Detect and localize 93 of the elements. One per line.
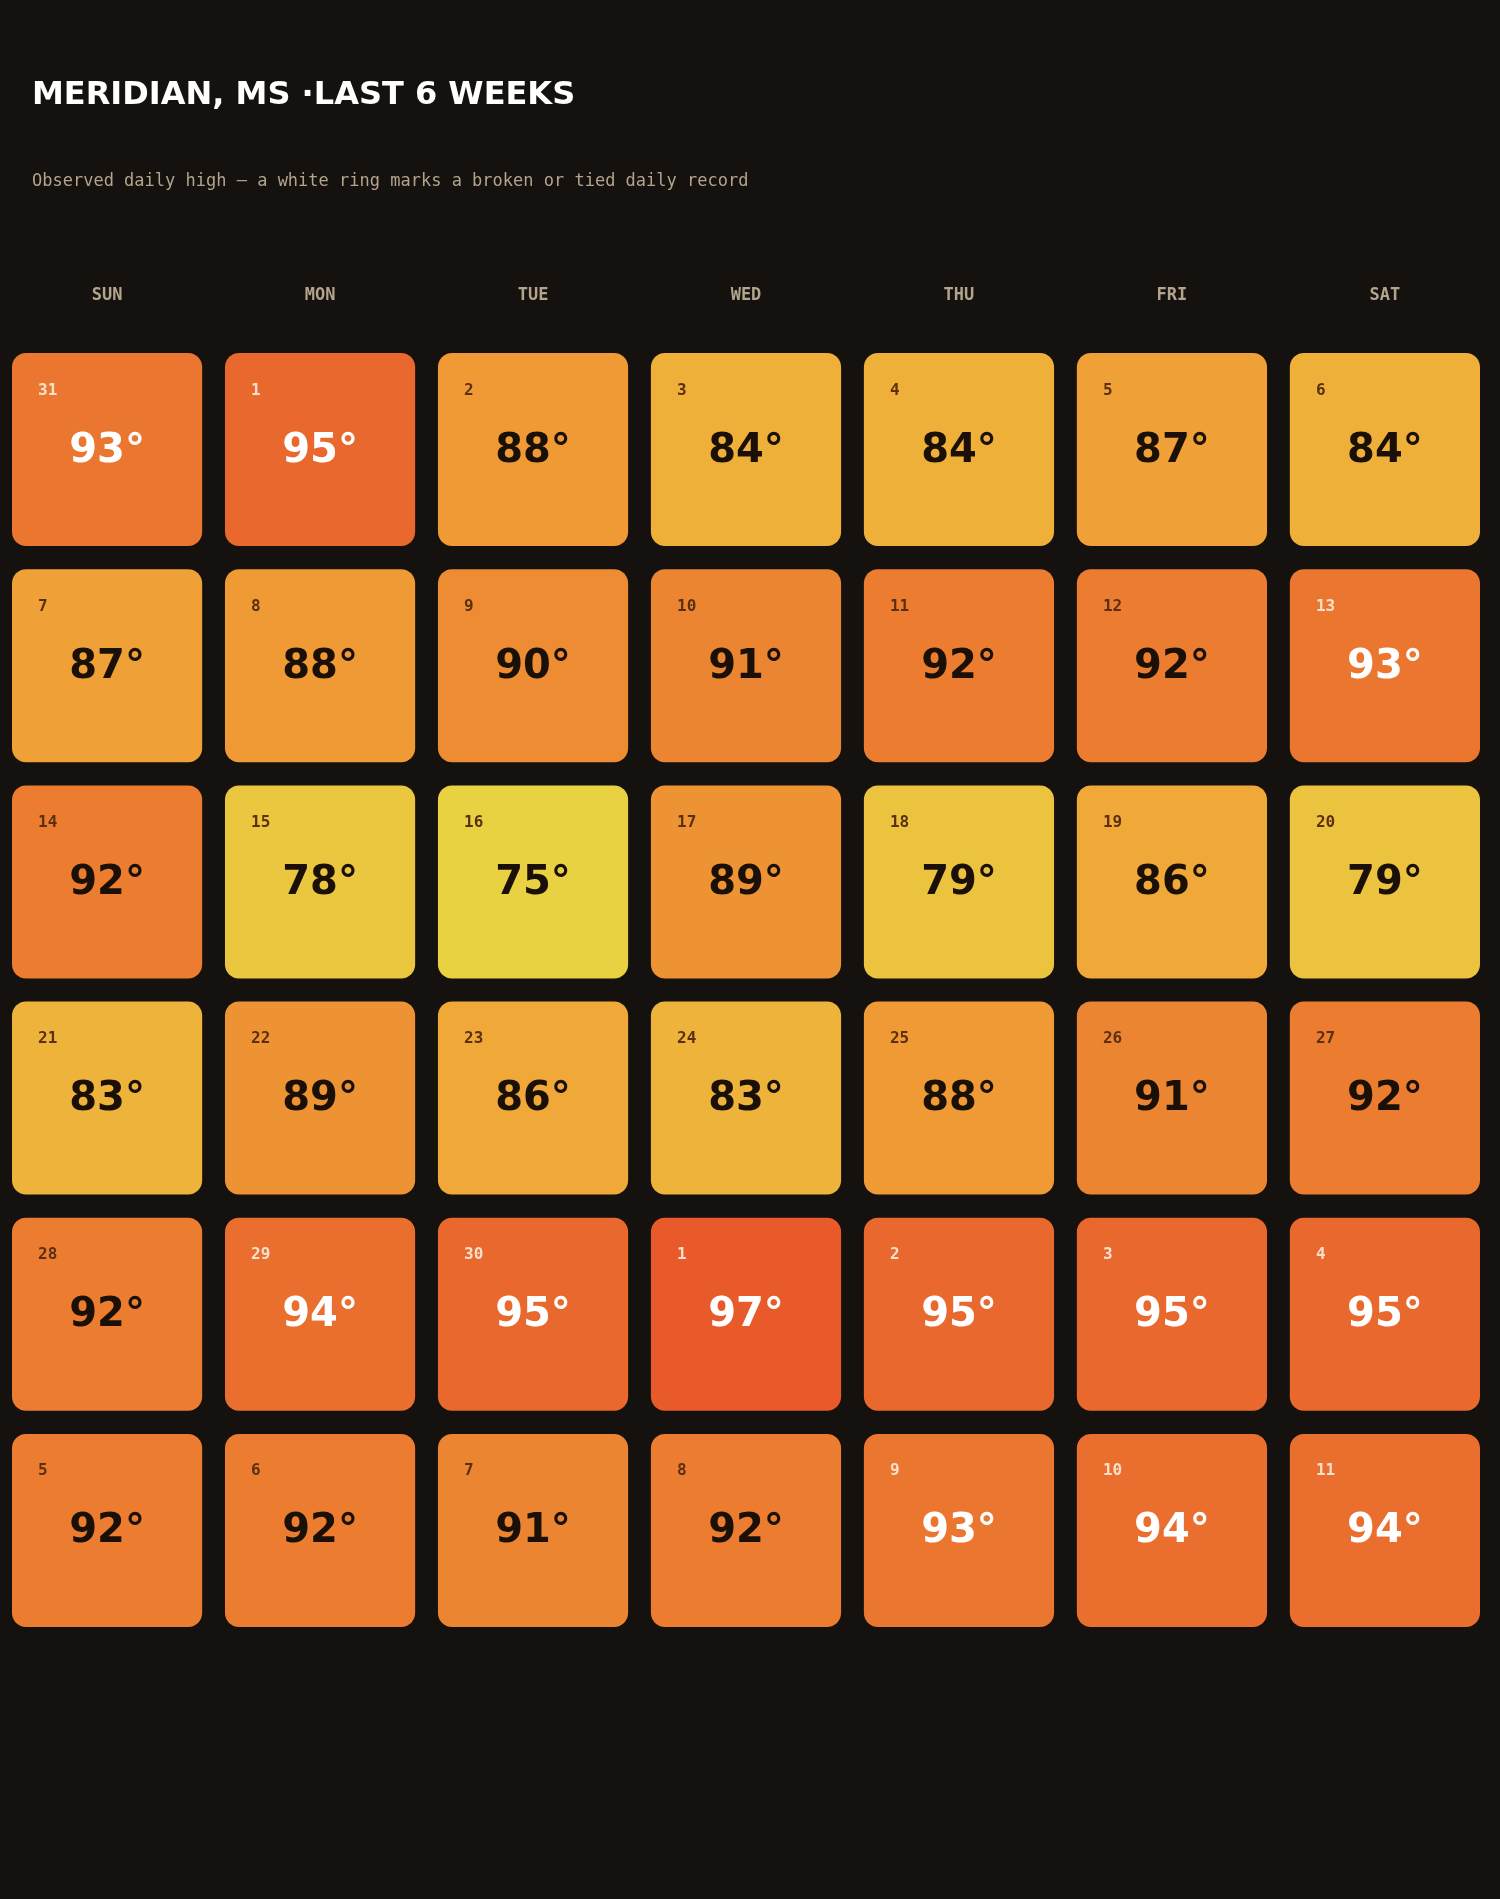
data-label: 86° — [1134, 856, 1210, 903]
data-label: 88° — [495, 424, 571, 471]
annotation: 6 — [251, 1460, 261, 1480]
annotation: 18 — [889, 811, 910, 831]
annotation: 21 — [38, 1028, 58, 1048]
annotation: 25 — [889, 1028, 910, 1048]
data-label: 91° — [708, 640, 784, 687]
annotation: 22 — [251, 1028, 271, 1048]
data-label: 83° — [69, 1073, 145, 1120]
annotation: 15 — [251, 811, 271, 831]
annotation: 17 — [677, 811, 697, 831]
x-tick-label: WED — [730, 283, 762, 304]
data-label: 95° — [1347, 1289, 1423, 1336]
annotation: 27 — [1315, 1028, 1336, 1048]
data-label: 84° — [708, 424, 784, 471]
annotation: 7 — [464, 1460, 474, 1480]
data-label: 94° — [1347, 1505, 1423, 1552]
data-label: 93° — [921, 1505, 997, 1552]
data-label: 83° — [708, 1073, 784, 1120]
annotation: 12 — [1102, 595, 1123, 615]
annotation: 11 — [1315, 1460, 1336, 1480]
data-label: 92° — [708, 1505, 784, 1552]
chart-title: MERIDIAN, MS ·LAST 6 WEEKS — [32, 74, 576, 112]
data-label: 91° — [1134, 1073, 1210, 1120]
annotation: 4 — [889, 379, 900, 399]
annotation: 14 — [38, 811, 58, 831]
annotation: 8 — [251, 595, 261, 615]
data-label: 92° — [282, 1505, 358, 1552]
data-label: 91° — [495, 1505, 571, 1552]
annotation: 2 — [889, 1244, 900, 1264]
data-label: 93° — [69, 424, 145, 471]
data-label: 84° — [1347, 424, 1423, 471]
data-label: 95° — [495, 1289, 571, 1336]
data-label: 75° — [495, 856, 571, 903]
annotation: 23 — [464, 1028, 484, 1048]
annotation: 16 — [464, 811, 484, 831]
data-label: 84° — [921, 424, 997, 471]
annotation: 8 — [677, 1460, 687, 1480]
annotation: 3 — [1102, 1244, 1113, 1264]
data-label: 86° — [495, 1073, 571, 1120]
data-label: 97° — [708, 1289, 784, 1336]
x-tick-label: SAT — [1369, 283, 1401, 304]
data-label: 87° — [1134, 424, 1210, 471]
x-tick-label: THU — [943, 283, 975, 304]
annotation: 11 — [889, 595, 910, 615]
data-label: 92° — [69, 856, 145, 903]
annotation: 4 — [1315, 1244, 1326, 1264]
data-label: 92° — [1134, 640, 1210, 687]
data-label: 89° — [282, 1073, 358, 1120]
annotation: 13 — [1315, 595, 1336, 615]
data-label: 89° — [708, 856, 784, 903]
data-label: 88° — [282, 640, 358, 687]
data-label: 92° — [69, 1289, 145, 1336]
data-label: 90° — [495, 640, 571, 687]
annotation: 2 — [464, 379, 474, 399]
data-label: 93° — [1347, 640, 1423, 687]
annotation: 19 — [1102, 811, 1123, 831]
data-label: 95° — [921, 1289, 997, 1336]
annotation: 20 — [1315, 811, 1336, 831]
data-label: 95° — [282, 424, 358, 471]
annotation: 30 — [464, 1244, 484, 1264]
annotation: 26 — [1102, 1028, 1123, 1048]
data-label: 92° — [69, 1505, 145, 1552]
annotation: 5 — [1102, 379, 1113, 399]
data-label: 78° — [282, 856, 358, 903]
annotation: 10 — [677, 595, 697, 615]
annotation: 5 — [38, 1460, 48, 1480]
data-label: 88° — [921, 1073, 997, 1120]
annotation: 3 — [677, 379, 687, 399]
annotation: 7 — [38, 595, 48, 615]
annotation: 9 — [889, 1460, 900, 1480]
data-label: 79° — [1347, 856, 1423, 903]
annotation: 1 — [251, 379, 261, 399]
data-label: 94° — [282, 1289, 358, 1336]
annotation: 28 — [38, 1244, 58, 1264]
annotation: 29 — [251, 1244, 271, 1264]
chart-subtitle: Observed daily high — a white ring marks a broken or tied daily record — [32, 170, 749, 190]
data-label: 95° — [1134, 1289, 1210, 1336]
annotation: 1 — [677, 1244, 687, 1264]
annotation: 6 — [1315, 379, 1326, 399]
data-label: 92° — [921, 640, 997, 687]
annotation: 10 — [1102, 1460, 1123, 1480]
x-tick-label: TUE — [517, 283, 549, 304]
data-label: 79° — [921, 856, 997, 903]
annotation: 24 — [677, 1028, 697, 1048]
annotation: 9 — [464, 595, 474, 615]
annotation: 31 — [38, 379, 58, 399]
data-label: 87° — [69, 640, 145, 687]
x-tick-label: FRI — [1156, 283, 1188, 304]
data-label: 94° — [1134, 1505, 1210, 1552]
data-label: 92° — [1347, 1073, 1423, 1120]
x-tick-label: MON — [304, 283, 336, 304]
x-tick-label: SUN — [91, 283, 123, 304]
